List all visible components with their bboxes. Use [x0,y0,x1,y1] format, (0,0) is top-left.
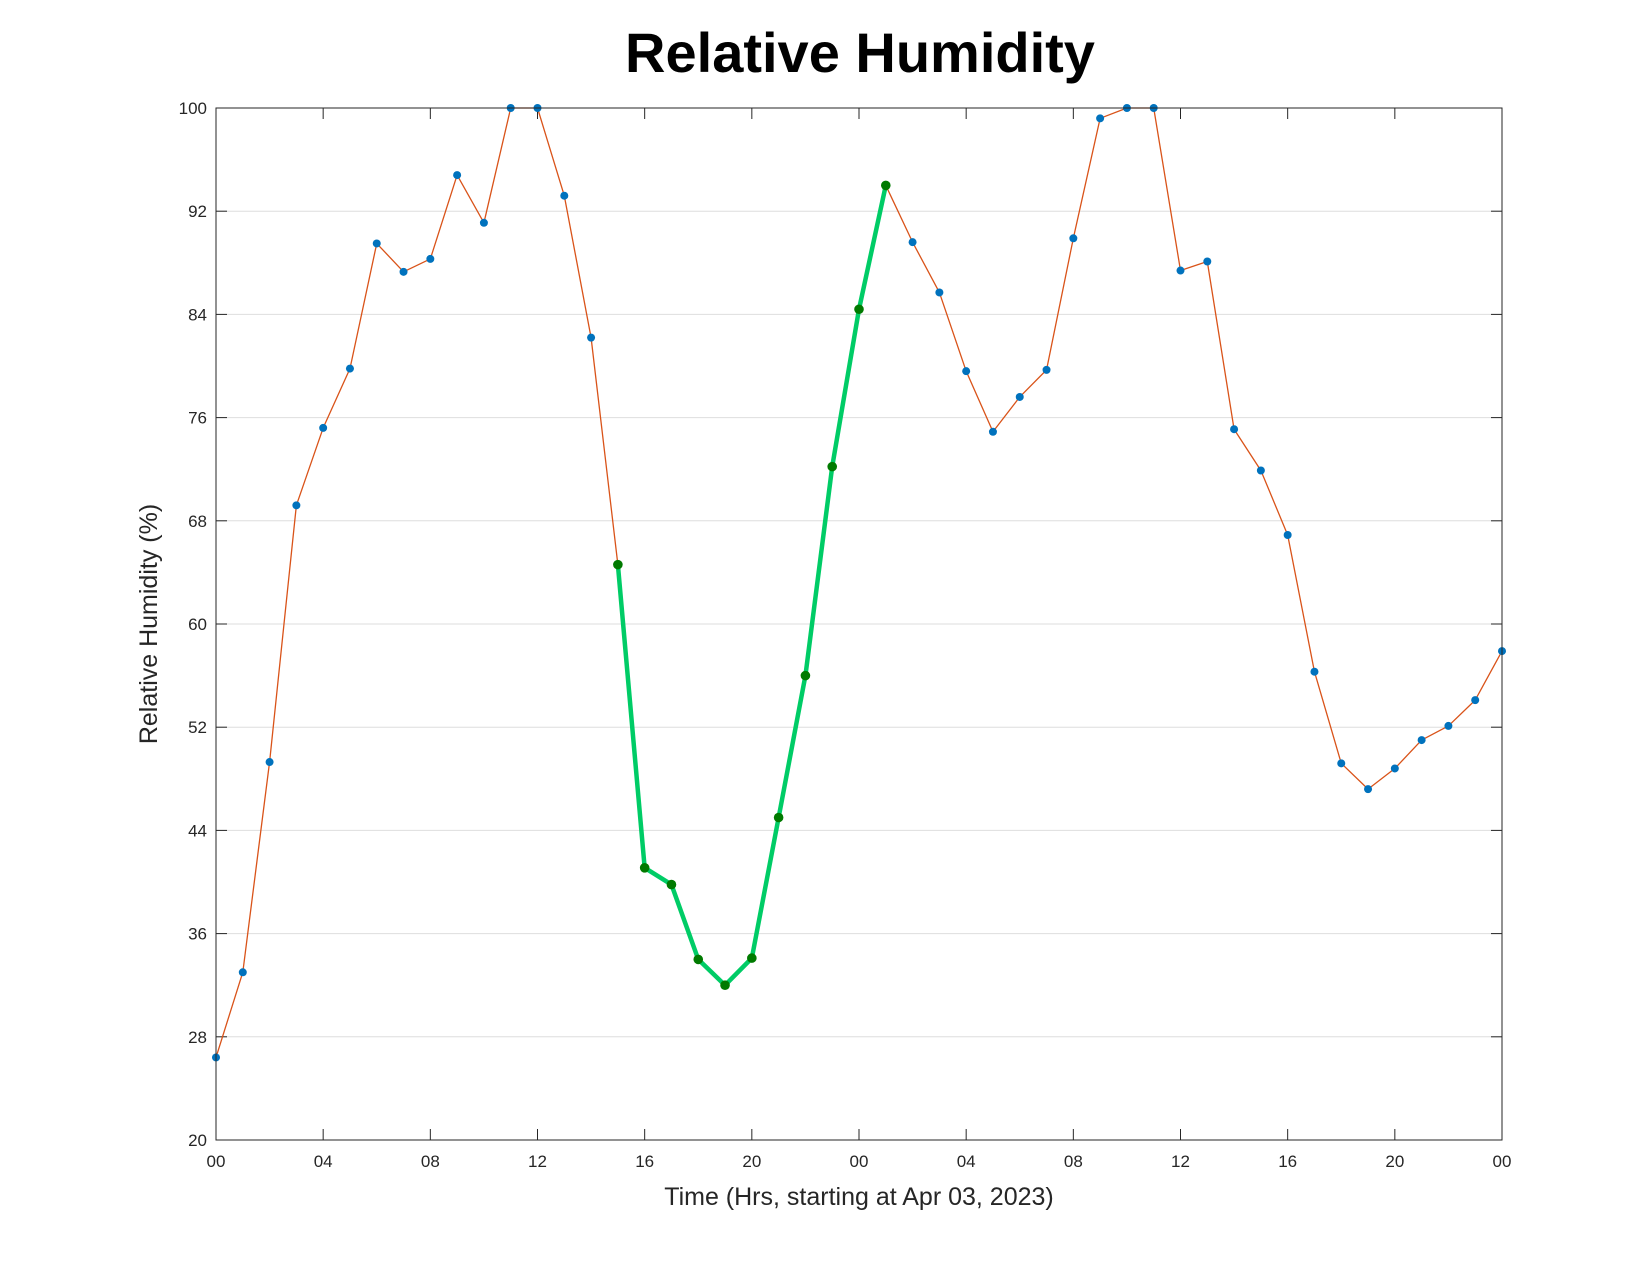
data-point [988,427,997,436]
data-point [1310,667,1319,676]
x-tick-label: 04 [957,1152,976,1171]
data-point [747,953,757,963]
y-tick-label: 20 [188,1131,207,1150]
data-point [292,501,301,510]
data-point [720,980,730,990]
data-point [587,333,596,342]
data-point [1444,721,1453,730]
x-tick-label: 20 [1385,1152,1404,1171]
chart-title: Relative Humidity [625,21,1095,84]
x-tick-label: 12 [528,1152,547,1171]
data-point [1364,785,1373,794]
data-point [1203,257,1212,266]
data-point [1337,759,1346,768]
data-point [854,304,864,315]
data-point [827,461,838,472]
data-point [639,863,650,873]
x-tick-label: 00 [207,1152,226,1171]
data-point [1283,530,1292,539]
data-point [880,180,891,191]
plot-frame [215,107,1503,1141]
data-point [1096,114,1105,123]
data-point [962,367,971,376]
data-point [319,423,328,432]
markers [212,104,1506,1062]
y-tick-label: 100 [179,99,207,118]
y-tick-label: 76 [188,409,207,428]
plot-area [212,104,1506,1141]
data-point [560,191,569,200]
y-tick-label: 28 [188,1028,207,1047]
data-point [479,218,488,227]
data-point [1015,392,1024,401]
data-point [666,879,677,890]
x-tick-label: 20 [742,1152,761,1171]
data-point [238,968,247,977]
y-tick-label: 92 [188,202,207,221]
data-point [1390,764,1399,773]
data-point [1417,736,1426,745]
data-point [265,758,274,767]
y-tick-label: 60 [188,615,207,634]
data-point [1230,425,1239,434]
data-point [1471,696,1480,705]
x-tick-label: 00 [1493,1152,1512,1171]
x-tick-labels: 00 04 08 12 16 20 00 04 08 12 16 20 00 [207,1152,1512,1171]
data-point [800,670,811,681]
x-tick-label: 08 [1064,1152,1083,1171]
x-tick-label: 16 [1278,1152,1297,1171]
y-tick-label: 84 [188,305,207,324]
x-tick-label: 00 [850,1152,869,1171]
data-point [453,171,462,180]
x-tick-label: 08 [421,1152,440,1171]
y-tick-labels: 20 28 36 44 52 60 68 76 84 92 100 [179,99,207,1150]
data-point [773,812,784,823]
data-point [1042,365,1051,374]
data-point [908,238,917,247]
x-tick-label: 04 [314,1152,333,1171]
y-tick-label: 36 [188,925,207,944]
data-point [345,364,354,373]
data-point [399,267,408,276]
data-point [372,239,381,248]
x-axis-label: Time (Hrs, starting at Apr 03, 2023) [664,1183,1054,1211]
y-tick-label: 52 [188,718,207,737]
data-point [613,559,623,570]
y-tick-label: 68 [188,512,207,531]
x-tick-label: 12 [1171,1152,1190,1171]
data-point [1176,266,1185,275]
x-tick-label: 16 [635,1152,654,1171]
data-point [1256,466,1265,475]
data-point [935,288,944,297]
data-point [426,254,435,263]
y-axis-label: Relative Humidity (%) [135,504,163,744]
data-point [693,954,704,965]
y-tick-label: 44 [188,821,207,840]
data-point [1069,234,1078,243]
